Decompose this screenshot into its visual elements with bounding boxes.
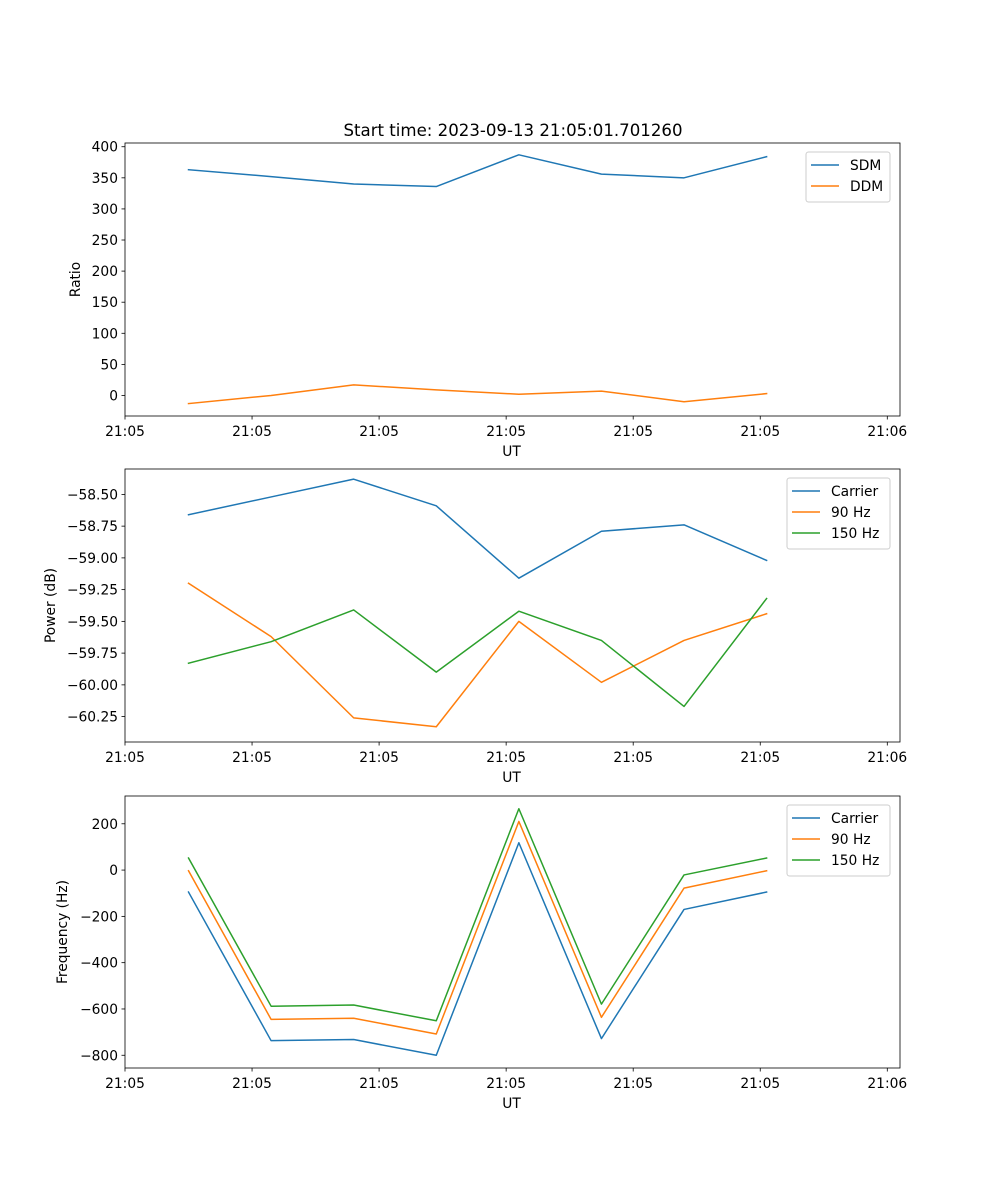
chart-panel-3: 21:05 21:05 21:05 21:05 21:05 21:05 21:06 200 0 −… [55, 795, 907, 1112]
series-line-ddm [187, 384, 768, 405]
series-line-sdm [187, 154, 768, 188]
y-tick-label: −60.25 [67, 710, 118, 726]
x-axis-label: UT [502, 444, 521, 460]
legend-label-sdm: SDM [850, 158, 881, 174]
legend: SDM DDM [805, 151, 891, 203]
x-tick-label: 21:05 [486, 750, 526, 766]
y-tick-label: 50 [100, 357, 118, 373]
y-tick-label: 0 [109, 388, 118, 404]
legend-label-150-hz: 150 Hz [831, 853, 879, 869]
y-tick-label: −59.75 [67, 646, 118, 662]
x-tick-label: 21:05 [740, 750, 780, 766]
x-tick-label: 21:05 [613, 1076, 653, 1092]
y-tick-label: 400 [92, 140, 118, 156]
x-tick-label: 21:05 [486, 424, 526, 440]
y-tick-label: −59.25 [67, 583, 118, 599]
legend-label-90-hz: 90 Hz [831, 832, 871, 848]
x-tick-label: 21:05 [232, 750, 272, 766]
y-tick-label: 0 [109, 863, 118, 879]
axes-frame [124, 468, 901, 743]
legend-label-carrier: Carrier [831, 811, 879, 827]
y-tick-label: 350 [92, 171, 118, 187]
y-tick-label: 200 [92, 264, 118, 280]
legend-frame [786, 804, 891, 877]
legend: Carrier 90 Hz 150 Hz [786, 804, 891, 877]
y-tick-label: −58.75 [67, 519, 118, 535]
x-tick-label: 21:05 [359, 424, 399, 440]
y-tick-label: −600 [80, 1002, 118, 1018]
y-tick-label: −400 [80, 956, 118, 972]
series-line-150-hz [187, 597, 768, 708]
series-line-carrier [187, 842, 768, 1057]
x-tick-label: 21:05 [740, 1076, 780, 1092]
axes-frame [124, 795, 901, 1069]
x-tick-label: 21:05 [105, 424, 145, 440]
y-tick-label: 250 [92, 233, 118, 249]
legend-label-150-hz: 150 Hz [831, 526, 879, 542]
legend: Carrier 90 Hz 150 Hz [786, 477, 891, 550]
panels: 21:05 21:05 21:05 21:05 21:05 21:05 21:06 0 50 10… [43, 140, 907, 1112]
y-axis-label: Power (dB) [43, 568, 59, 643]
legend-frame [786, 477, 891, 550]
x-tick-label: 21:05 [105, 750, 145, 766]
x-axis-label: UT [502, 770, 521, 786]
x-tick-label: 21:05 [105, 1076, 145, 1092]
x-tick-label: 21:05 [613, 424, 653, 440]
series-line-90-hz [187, 820, 768, 1035]
legend-label-carrier: Carrier [831, 484, 879, 500]
legend-label-90-hz: 90 Hz [831, 505, 871, 521]
y-tick-label: 100 [92, 326, 118, 342]
chart-panel-2: 21:05 21:05 21:05 21:05 21:05 21:05 21:06 −58.5… [43, 468, 907, 786]
legend-label-ddm: DDM [850, 179, 883, 195]
y-tick-label: −60.00 [67, 678, 118, 694]
x-tick-label: 21:05 [486, 1076, 526, 1092]
y-tick-label: −58.50 [67, 487, 118, 503]
y-axis-label: Ratio [68, 262, 84, 297]
x-axis-label: UT [502, 1096, 521, 1112]
x-tick-label: 21:05 [613, 750, 653, 766]
y-tick-label: 150 [92, 295, 118, 311]
y-tick-label: −59.00 [67, 551, 118, 567]
axes-frame [124, 142, 901, 417]
y-tick-label: −200 [80, 909, 118, 925]
chart-panel-1: 21:05 21:05 21:05 21:05 21:05 21:05 21:06 0 50 10… [68, 140, 907, 460]
series-line-150-hz [187, 807, 768, 1022]
series-line-90-hz [187, 582, 768, 728]
y-tick-label: 200 [92, 817, 118, 833]
y-tick-label: −800 [80, 1048, 118, 1064]
x-tick-label: 21:06 [867, 750, 907, 766]
x-tick-label: 21:05 [359, 750, 399, 766]
figure-title: Start time: 2023-09-13 21:05:01.701260 [343, 121, 682, 140]
y-axis-label: Frequency (Hz) [55, 880, 71, 984]
y-tick-label: 300 [92, 202, 118, 218]
series-line-carrier [187, 478, 768, 579]
x-tick-label: 21:06 [867, 1076, 907, 1092]
x-tick-label: 21:05 [740, 424, 780, 440]
y-tick-label: −59.50 [67, 614, 118, 630]
x-tick-label: 21:06 [867, 424, 907, 440]
x-tick-label: 21:05 [232, 1076, 272, 1092]
x-tick-label: 21:05 [359, 1076, 399, 1092]
x-tick-label: 21:05 [232, 424, 272, 440]
